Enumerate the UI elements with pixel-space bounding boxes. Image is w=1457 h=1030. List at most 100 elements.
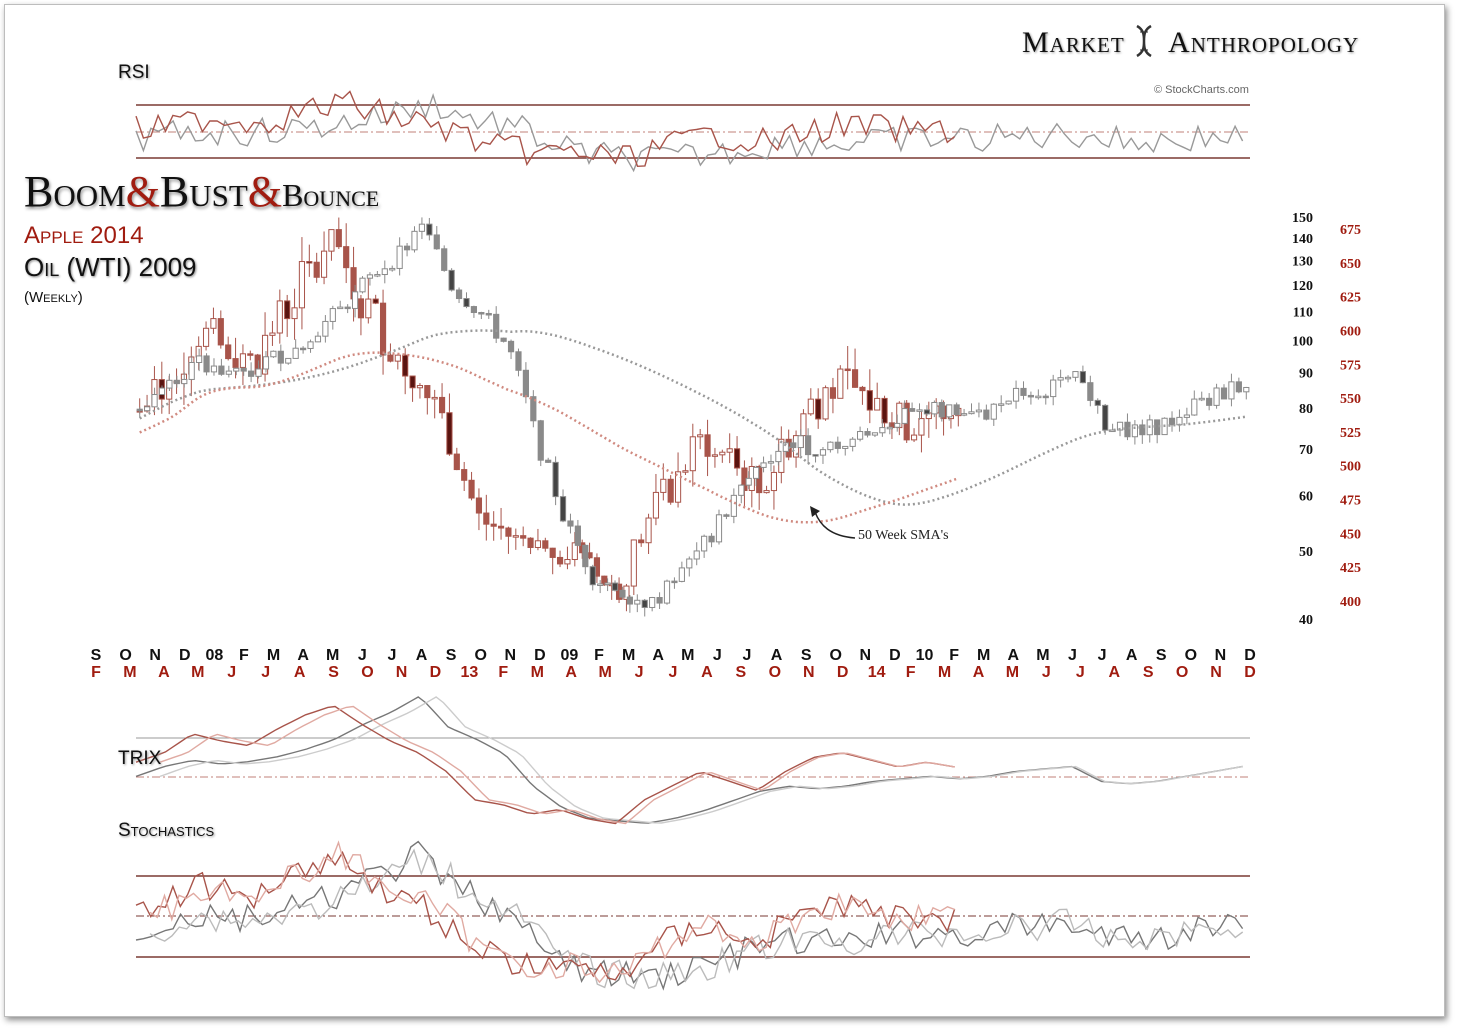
oil-month-label: 08 [205, 647, 223, 664]
oil-stoch-signal [149, 848, 1244, 990]
apple-candle [298, 261, 306, 309]
apple-candle [564, 559, 571, 565]
oil-candle [938, 401, 945, 418]
oil-month-label: S [801, 647, 812, 664]
oil-month-label: M [681, 647, 694, 664]
oil-candle [1102, 404, 1109, 431]
oil-candle [366, 274, 374, 279]
oil-candle [871, 432, 879, 436]
oil-candle [1228, 381, 1235, 400]
apple-month-label: A [158, 664, 170, 681]
apple-candle [534, 540, 542, 548]
apple-candle [851, 369, 859, 388]
oil-candle [619, 589, 626, 598]
oil-month-label: M [267, 647, 280, 664]
oil-candle [1057, 377, 1064, 381]
oil-candle [493, 313, 500, 339]
apple-candle [881, 397, 888, 424]
apple-candle [859, 386, 866, 392]
oil-candle [307, 341, 314, 349]
apple-month-label: J [1076, 664, 1085, 681]
oil-candle [693, 550, 700, 560]
apple-candle [542, 540, 549, 549]
oil-candle [790, 442, 797, 449]
oil-month-label: J [387, 647, 396, 664]
apple-trix-signal [159, 705, 955, 825]
oil-candle [1094, 399, 1101, 406]
apple-month-label: F [91, 664, 101, 681]
apple-month-label: 14 [868, 664, 886, 681]
oil-candle [173, 379, 180, 385]
apple-ytick: 475 [1340, 494, 1361, 509]
apple-candle [284, 300, 291, 320]
apple-stoch-signal [149, 840, 956, 984]
brand-right: Anthropology [1168, 26, 1360, 59]
oil-candle [738, 484, 745, 496]
oil-ytick: 70 [1299, 443, 1313, 458]
oil-candle [396, 245, 403, 269]
oil-month-label: F [949, 647, 959, 664]
oil-candle [292, 347, 299, 359]
oil-candle [166, 379, 173, 389]
oil-candle [463, 298, 470, 308]
oil-candle [262, 356, 270, 370]
oil-candle [708, 535, 715, 543]
apple-candle [652, 491, 660, 519]
apple-candle [453, 453, 460, 471]
apple-ytick: 500 [1340, 460, 1361, 475]
oil-candle [842, 445, 849, 449]
apple-candle [837, 368, 844, 399]
apple-candle [276, 300, 283, 334]
oil-candle [597, 583, 604, 587]
oil-stoch-line [135, 840, 1244, 991]
apple-candle [505, 527, 512, 537]
oil-sma50 [139, 329, 1247, 506]
oil-candle [225, 370, 232, 375]
apple-candle [446, 412, 453, 455]
oil-candle [730, 494, 737, 517]
apple-candle [431, 396, 438, 400]
oil-candle [545, 459, 552, 463]
apple-stoch-line [135, 850, 956, 981]
apple-month-label: S [1143, 664, 1154, 681]
oil-candle [611, 582, 619, 591]
apple-month-label: O [361, 664, 373, 681]
oil-month-label: J [1068, 647, 1077, 664]
apple-month-label: A [565, 664, 577, 681]
apple-month-label: S [736, 664, 747, 681]
apple-month-label: J [227, 664, 236, 681]
apple-ytick: 400 [1340, 595, 1361, 610]
oil-candle [864, 431, 871, 436]
apple-candle [438, 396, 446, 414]
oil-candle [218, 365, 225, 375]
apple-candle [726, 448, 733, 453]
apple-month-label: J [669, 664, 678, 681]
apple-candle [394, 354, 401, 362]
oil-candle [441, 248, 448, 271]
oil-candle [775, 450, 782, 463]
apple-candle [210, 318, 217, 329]
oil-candle [285, 357, 292, 364]
oil-candle [656, 597, 663, 604]
stockcharts-credit: © StockCharts.com [1154, 84, 1249, 96]
oil-candle [151, 394, 158, 408]
oil-month-label: D [1244, 647, 1256, 664]
oil-candle [723, 514, 730, 517]
oil-candle [433, 234, 440, 250]
apple-month-label: A [294, 664, 306, 681]
oil-month-label: M [622, 647, 635, 664]
oil-candle [248, 370, 255, 377]
apple-candle [335, 229, 342, 248]
apple-candle [475, 497, 483, 514]
apple-candle [357, 298, 365, 319]
oil-candle [671, 580, 678, 584]
oil-candle [188, 362, 195, 380]
oil-trix-signal [159, 696, 1243, 824]
apple-candle [638, 539, 645, 544]
oil-candle [1213, 387, 1220, 406]
title-amp-1: & [125, 167, 160, 216]
oil-candle [960, 413, 968, 416]
apple-candle [424, 385, 431, 399]
oil-candle [1087, 382, 1094, 401]
apple-month-label: N [1210, 664, 1222, 681]
